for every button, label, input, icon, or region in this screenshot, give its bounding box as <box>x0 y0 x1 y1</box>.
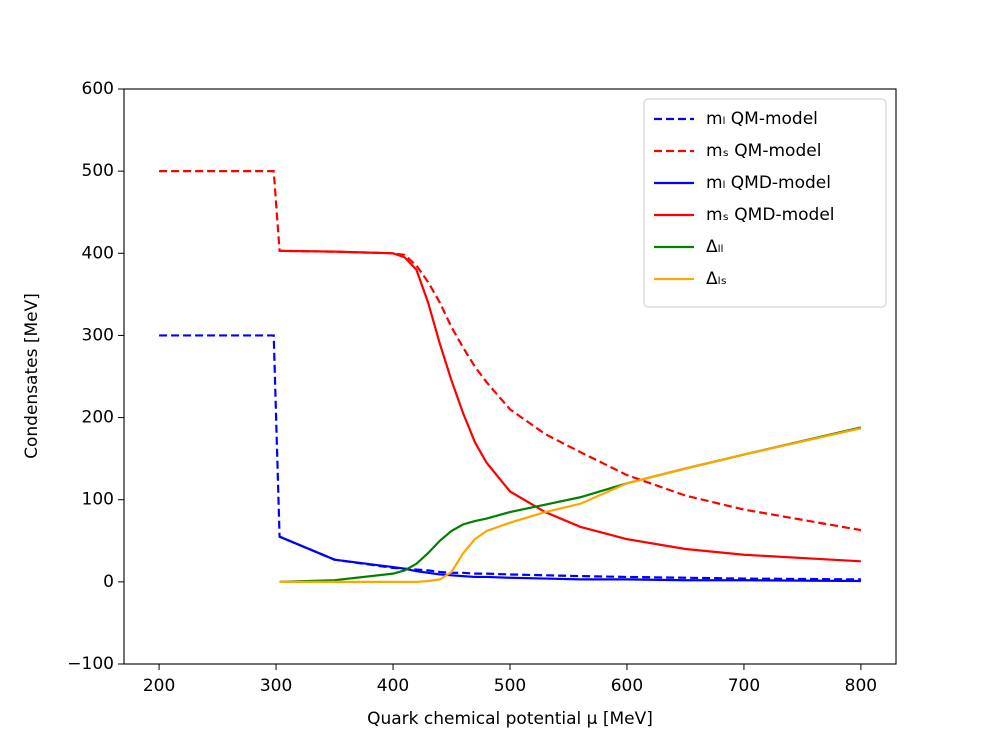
y-axis-label: Condensates [MeV] <box>22 293 42 459</box>
y-tick-label: 600 <box>82 79 114 99</box>
series-line <box>279 427 862 583</box>
y-tick-label: 500 <box>82 161 114 181</box>
series-line <box>279 426 862 583</box>
legend-label: Δₗₛ <box>706 269 727 289</box>
x-tick-label: 800 <box>845 676 877 696</box>
x-axis-label: Quark chemical potential μ [MeV] <box>367 709 653 729</box>
y-tick-label: 400 <box>82 243 114 263</box>
plot-frame <box>123 88 897 665</box>
series-line <box>279 535 861 583</box>
series-line <box>279 249 861 563</box>
y-tick-label: 0 <box>103 572 114 592</box>
x-tick-label: 200 <box>143 676 175 696</box>
x-tick-label: 700 <box>728 676 760 696</box>
y-tick-label: 100 <box>82 490 114 510</box>
legend-box <box>643 98 887 308</box>
x-tick-label: 600 <box>611 676 643 696</box>
legend-label: mₗ QM-model <box>706 109 818 129</box>
y-tick-label: 200 <box>82 408 114 428</box>
legend-label: mₛ QMD-model <box>706 205 835 225</box>
y-tick-label: 300 <box>82 325 114 345</box>
series-line <box>159 334 861 581</box>
legend-label: mₗ QMD-model <box>706 173 831 193</box>
x-tick-label: 400 <box>377 676 409 696</box>
legend-label: Δₗₗ <box>706 237 723 257</box>
x-tick-label: 500 <box>494 676 526 696</box>
x-tick-label: 300 <box>260 676 292 696</box>
y-tick-label: −100 <box>67 654 114 674</box>
legend-label: mₛ QM-model <box>706 141 821 161</box>
